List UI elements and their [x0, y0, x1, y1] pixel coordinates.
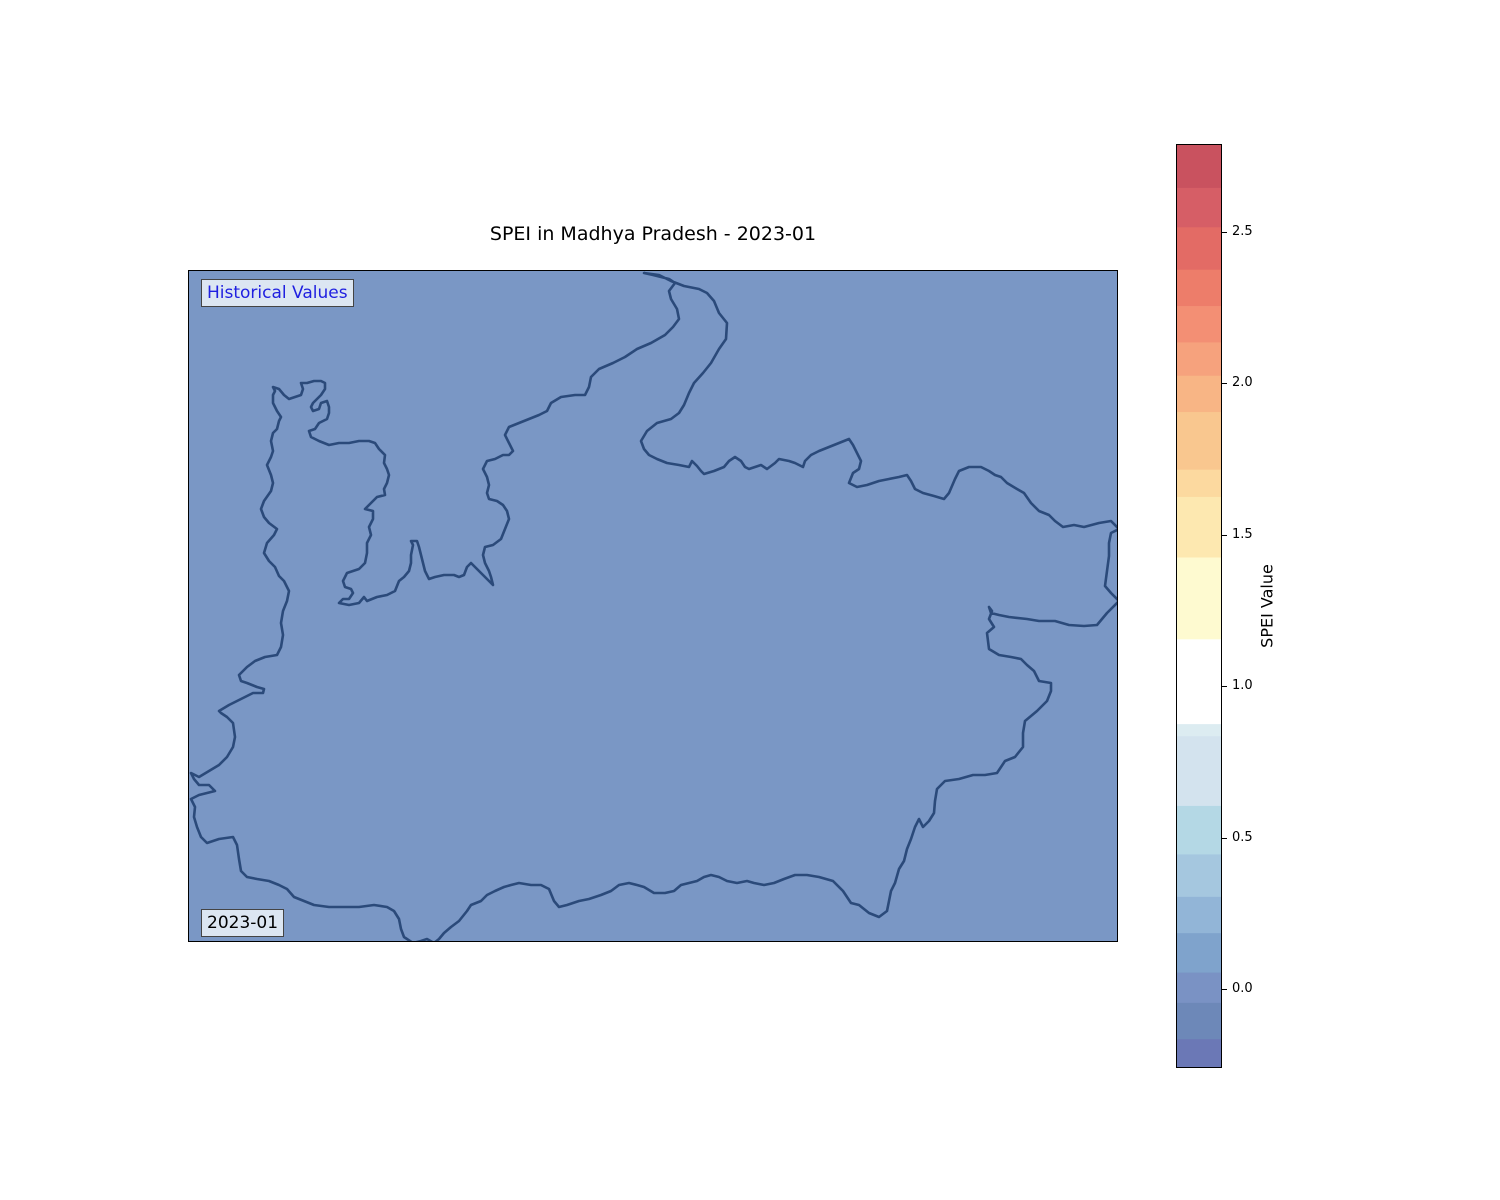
colorbar-label: SPEI Value — [1257, 564, 1277, 648]
colorbar-band-13 — [1177, 411, 1221, 470]
colorbar-tick-label: 1.5 — [1232, 526, 1253, 542]
colorbar-band-7 — [1177, 735, 1221, 806]
colorbar-band-5 — [1177, 853, 1221, 897]
colorbar-tick-mark — [1222, 231, 1227, 233]
colorbar-band-8 — [1177, 723, 1221, 737]
colorbar-band-11 — [1177, 496, 1221, 558]
colorbar-tick-mark — [1222, 837, 1227, 839]
map-title: SPEI in Madhya Pradesh - 2023-01 — [489, 223, 817, 245]
colorbar-band-6 — [1177, 805, 1221, 855]
colorbar-tick-label: 2.5 — [1232, 223, 1253, 239]
date-label: 2023-01 — [201, 909, 285, 937]
colorbar-tick-mark — [1222, 383, 1227, 385]
colorbar-band-0 — [1177, 1038, 1221, 1067]
colorbar-band-1 — [1177, 1002, 1221, 1040]
colorbar-tick-label: 0.0 — [1232, 981, 1253, 997]
map-panel: Historical Values 2023-01 — [188, 270, 1118, 942]
state-boundary — [189, 271, 1117, 941]
colorbar-band-9 — [1177, 638, 1221, 725]
colorbar-band-19 — [1177, 187, 1221, 228]
colorbar-band-4 — [1177, 896, 1221, 934]
map-canvas — [189, 271, 1117, 941]
colorbar-tick-mark — [1222, 534, 1227, 536]
colorbar-band-17 — [1177, 269, 1221, 307]
colorbar-band-15 — [1177, 341, 1221, 376]
map-background — [189, 271, 1117, 941]
colorbar-band-2 — [1177, 972, 1221, 1003]
colorbar-tick-mark — [1222, 686, 1227, 688]
historical-values-label: Historical Values — [201, 279, 354, 307]
colorbar-band-3 — [1177, 932, 1221, 973]
colorbar-ticks: 0.0 0.5 1.0 1.5 2.0 2.5 — [1222, 144, 1282, 1068]
colorbar-band-14 — [1177, 375, 1221, 413]
colorbar-band-12 — [1177, 469, 1221, 497]
colorbar-bands — [1177, 145, 1221, 1067]
colorbar-tick-label: 1.0 — [1232, 678, 1253, 694]
colorbar-band-18 — [1177, 226, 1221, 270]
colorbar-band-10 — [1177, 557, 1221, 640]
colorbar-tick-mark — [1222, 989, 1227, 991]
colorbar-band-16 — [1177, 305, 1221, 343]
colorbar-tick-label: 0.5 — [1232, 829, 1253, 845]
colorbar-tick-label: 2.0 — [1232, 375, 1253, 391]
colorbar — [1176, 144, 1222, 1068]
colorbar-band-20 — [1177, 145, 1221, 188]
